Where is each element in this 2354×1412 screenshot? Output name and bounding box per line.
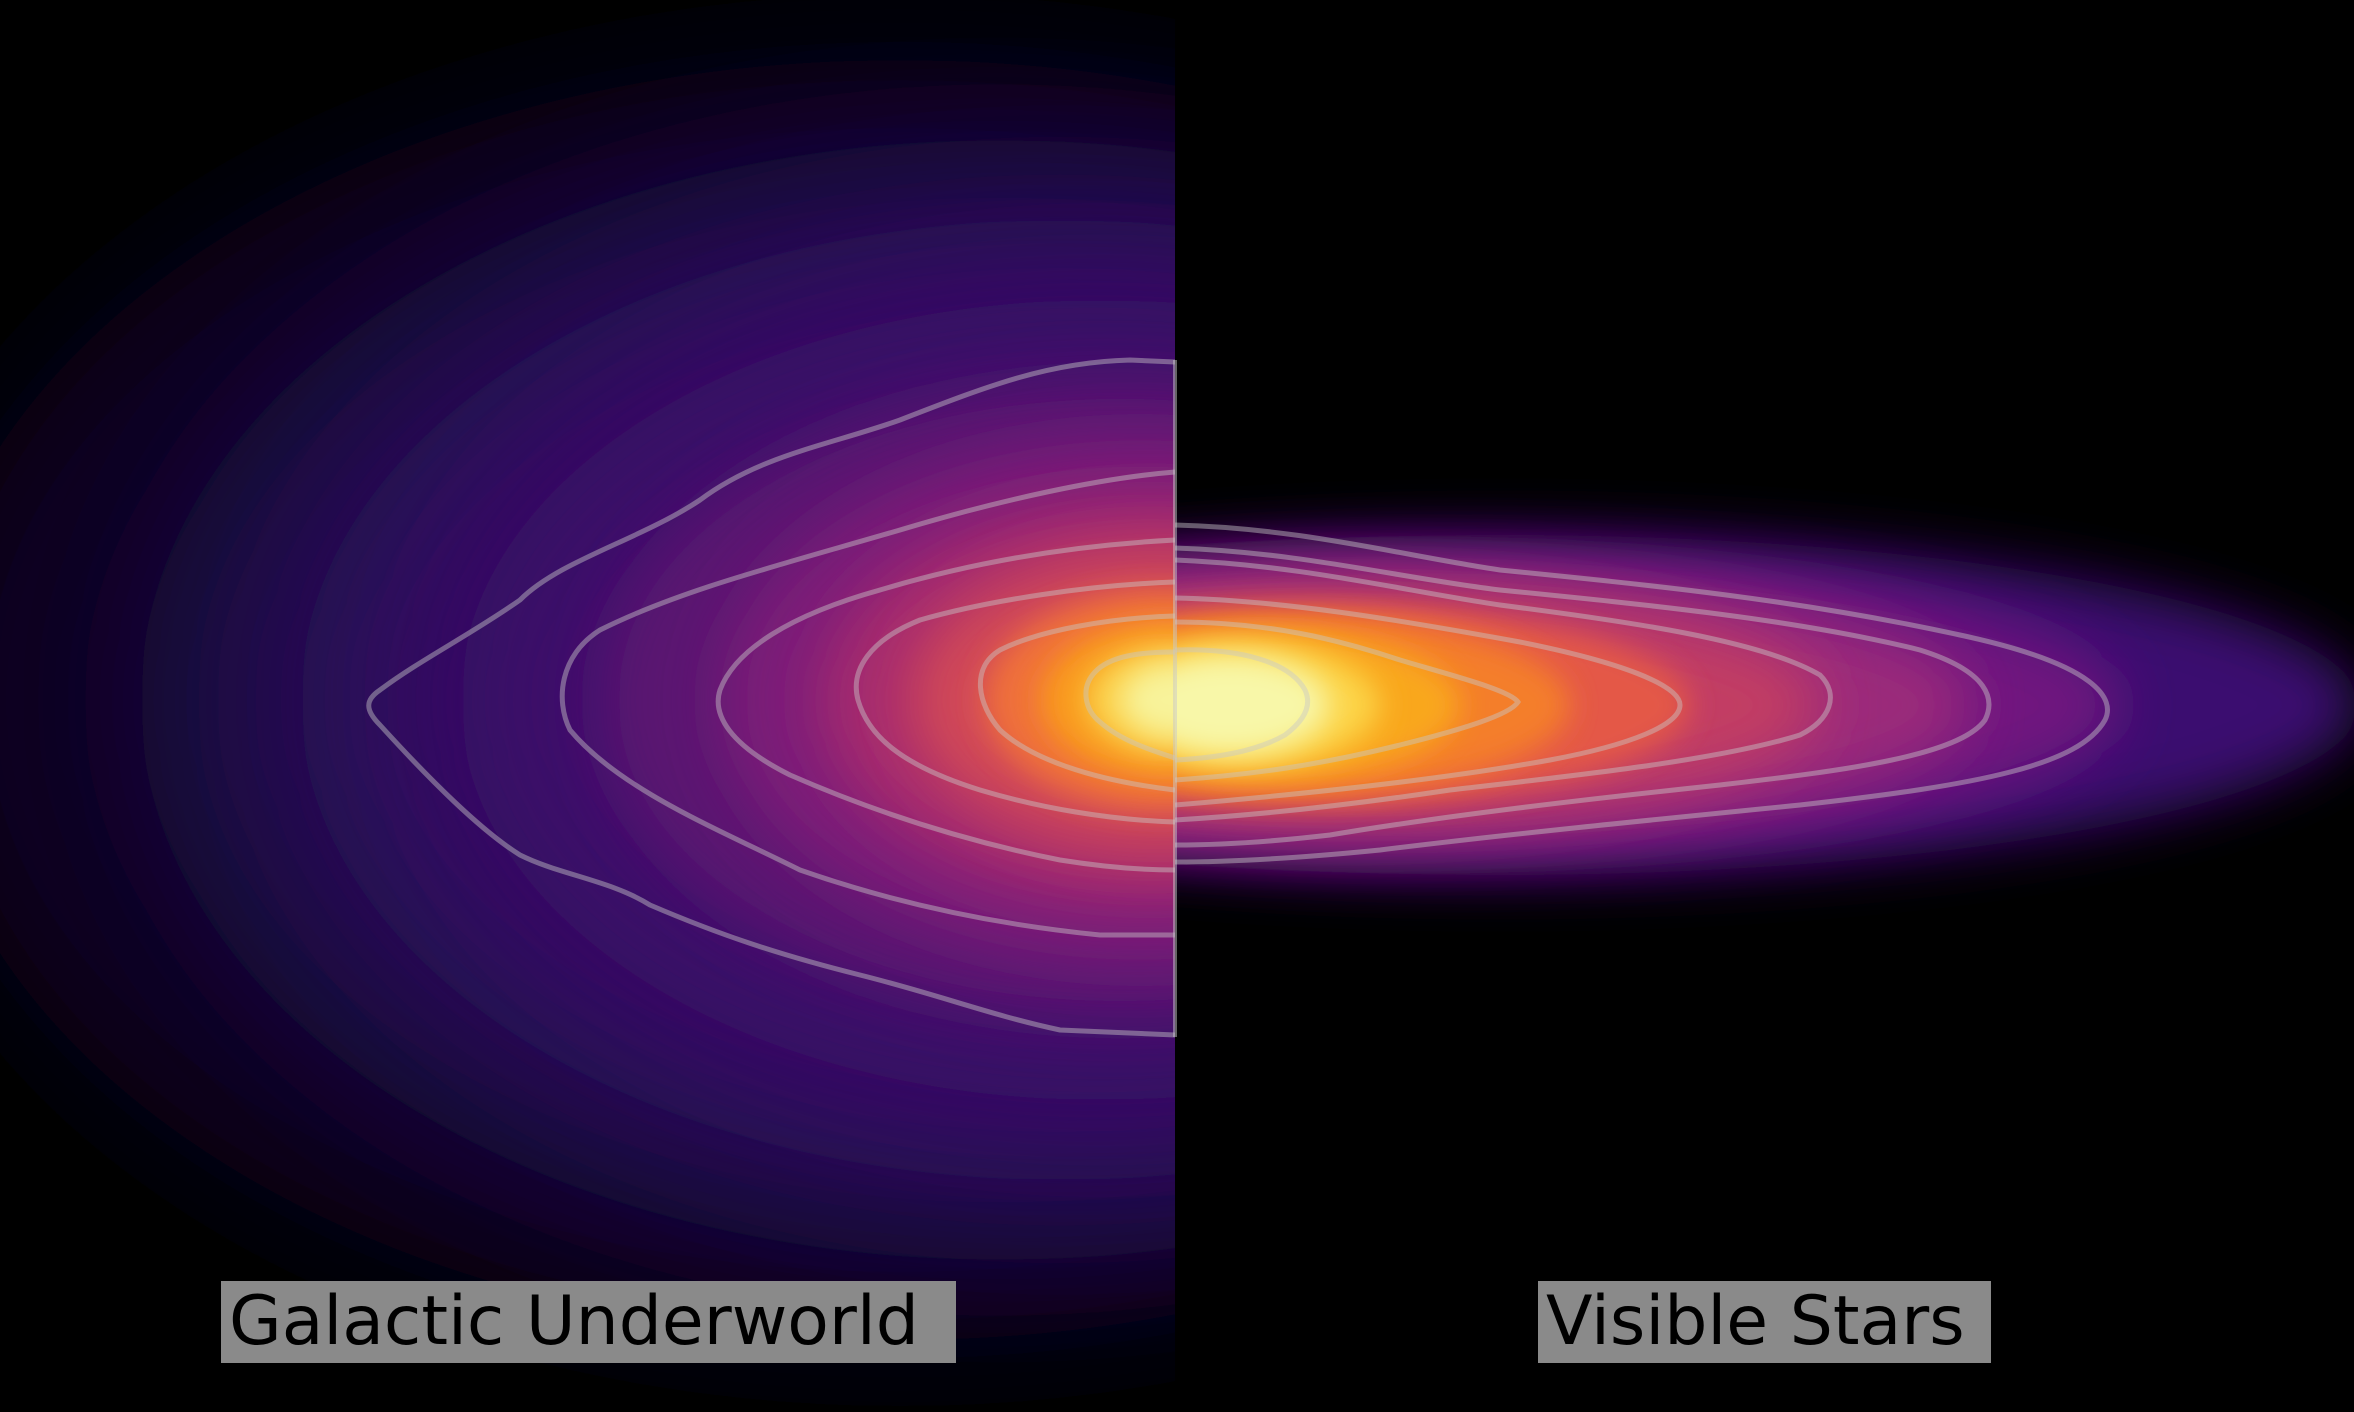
contour-line [1175,619,1521,783]
dark-matter-glow [0,60,1175,1340]
contour-line [1083,649,1175,761]
contour-line [853,579,1175,825]
stellar-contours [1175,522,2110,865]
dark-matter-panel [0,60,1175,1340]
contour-line [1175,545,1992,848]
contour-line [1175,557,1833,823]
contour-line [977,613,1175,793]
contour-line [366,357,1175,1038]
dark-matter-contours [366,357,1175,1038]
contour-line [559,469,1175,938]
stellar-glow [1175,535,2354,875]
contour-line [1175,647,1311,763]
contour-line [1175,522,2110,865]
contour-line [715,537,1175,873]
dark-matter-label: Galactic Underworld [221,1281,956,1363]
visible-stars-label: Visible Stars [1538,1281,1991,1363]
contour-line [1175,595,1683,808]
stellar-panel [1175,522,2354,875]
